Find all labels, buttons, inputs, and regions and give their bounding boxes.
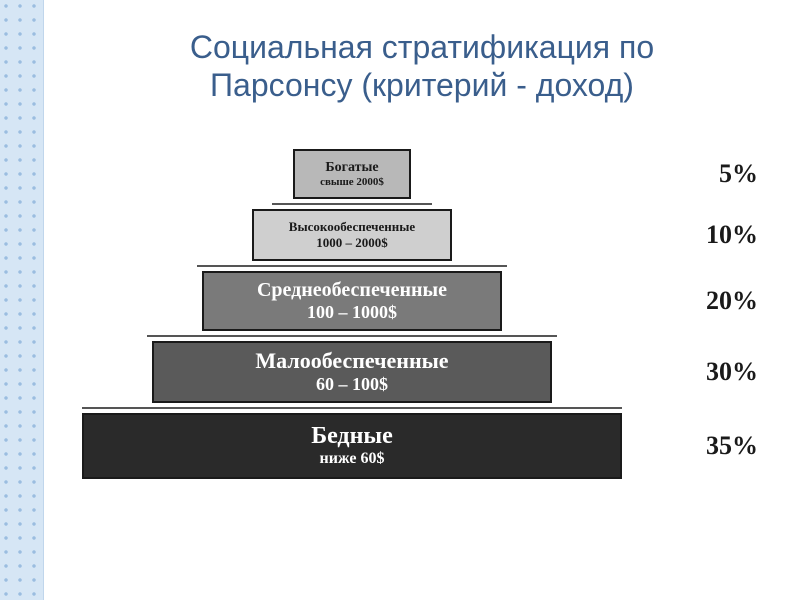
layer-percentage: 10% [622, 220, 762, 250]
pyramid-layer: Высокообеспеченные1000 – 2000$ [252, 209, 452, 261]
layer-percentage: 35% [622, 431, 762, 461]
title-line-2: Парсонсу (критерий - доход) [210, 67, 634, 103]
pyramid: Богатыесвыше 2000$5%Высокообеспеченные10… [82, 145, 762, 483]
pyramid-row: Среднеобеспеченные100 – 1000$ 20% [82, 267, 762, 335]
pyramid-layer-column: Высокообеспеченные1000 – 2000$ [82, 209, 622, 261]
layer-sub-label: 1000 – 2000$ [316, 235, 388, 251]
layer-label: Бедные [311, 423, 393, 450]
slide: Социальная стратификация по Парсонсу (кр… [0, 0, 800, 600]
layer-percentage: 20% [622, 286, 762, 316]
pyramid-row: Высокообеспеченные1000 – 2000$ 10% [82, 205, 762, 265]
pyramid-layer: Малообеспеченные60 – 100$ [152, 341, 552, 403]
layer-label: Высокообеспеченные [289, 219, 415, 235]
pyramid-layer: Бедныениже 60$ [82, 413, 622, 479]
content-area: Социальная стратификация по Парсонсу (кр… [44, 0, 800, 600]
pyramid-layer: Среднеобеспеченные100 – 1000$ [202, 271, 502, 331]
layer-label: Среднеобеспеченные [257, 279, 447, 302]
layer-sub-label: 100 – 1000$ [307, 302, 397, 323]
pyramid-layer-column: Богатыесвыше 2000$ [82, 149, 622, 199]
pyramid-row: Бедныениже 60$35% [82, 409, 762, 483]
layer-percentage: 30% [622, 357, 762, 387]
layer-sub-label: ниже 60$ [320, 450, 385, 468]
slide-title: Социальная стратификация по Парсонсу (кр… [68, 28, 776, 105]
pyramid-layer-column: Бедныениже 60$ [82, 413, 622, 479]
layer-sub-label: свыше 2000$ [320, 176, 384, 188]
title-line-1: Социальная стратификация по [190, 29, 654, 65]
pyramid-row: Богатыесвыше 2000$ 5% [82, 145, 762, 203]
layer-label: Богатые [325, 160, 378, 176]
layer-percentage: 5% [622, 159, 762, 189]
pyramid-layer: Богатыесвыше 2000$ [293, 149, 411, 199]
pyramid-layer-column: Малообеспеченные60 – 100$ [82, 341, 622, 403]
layer-label: Малообеспеченные [255, 348, 448, 374]
decorative-left-strip [0, 0, 44, 600]
layer-sub-label: 60 – 100$ [316, 374, 388, 395]
pyramid-layer-column: Среднеобеспеченные100 – 1000$ [82, 271, 622, 331]
pyramid-row: Малообеспеченные60 – 100$ 30% [82, 337, 762, 407]
